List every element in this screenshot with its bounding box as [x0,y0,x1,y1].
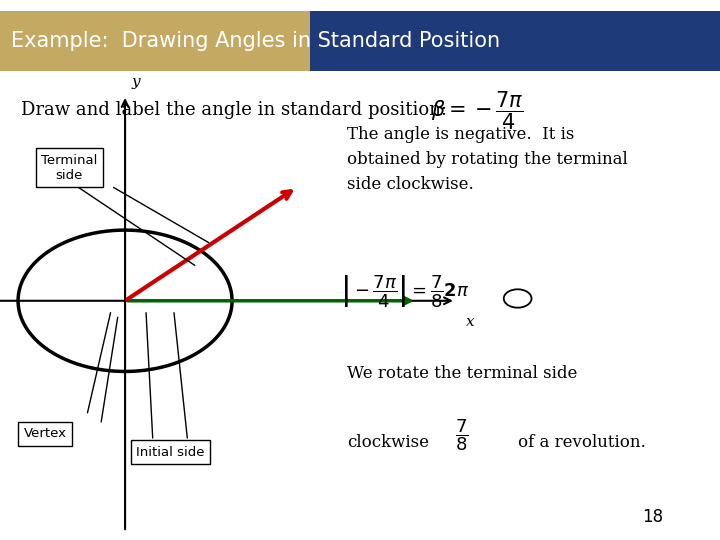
Text: $\beta = -\dfrac{7\pi}{4}$: $\beta = -\dfrac{7\pi}{4}$ [431,90,523,132]
Text: 18: 18 [642,508,664,526]
Text: x: x [466,314,474,328]
Text: $\dfrac{7}{8}$: $\dfrac{7}{8}$ [455,418,469,454]
Text: $\left|-\dfrac{7\pi}{4}\right| = \dfrac{7}{8}\boldsymbol{2}\pi$: $\left|-\dfrac{7\pi}{4}\right| = \dfrac{… [341,273,470,309]
Text: The angle is negative.  It is
obtained by rotating the terminal
side clockwise.: The angle is negative. It is obtained by… [347,126,628,193]
Text: Draw and label the angle in standard position:: Draw and label the angle in standard pos… [21,101,447,119]
Text: We rotate the terminal side: We rotate the terminal side [347,365,577,382]
Polygon shape [310,11,720,71]
Text: Example:  Drawing Angles in Standard Position: Example: Drawing Angles in Standard Posi… [11,31,500,51]
Text: Initial side: Initial side [136,446,204,459]
Text: Terminal
side: Terminal side [41,154,98,181]
Text: of a revolution.: of a revolution. [518,434,645,451]
Text: clockwise: clockwise [347,434,429,451]
Polygon shape [0,11,310,71]
Text: Vertex: Vertex [24,427,67,441]
Text: y: y [132,75,140,89]
